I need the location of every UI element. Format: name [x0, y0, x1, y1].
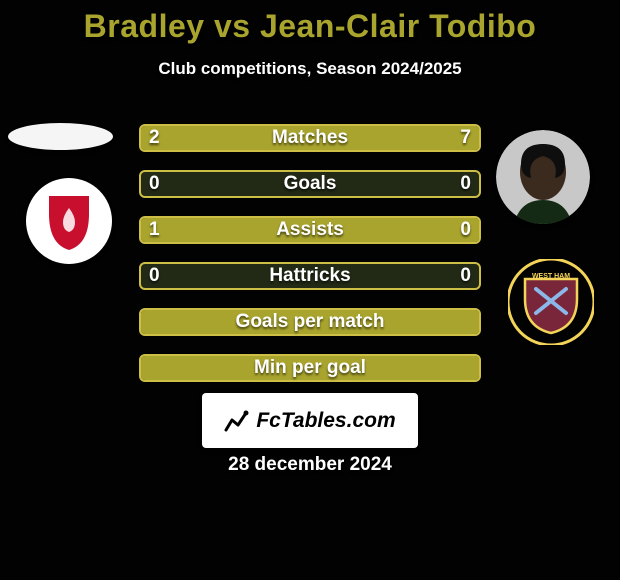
fctables-watermark: FcTables.com — [202, 393, 418, 448]
stat-bar: Assists1 0 — [139, 216, 481, 244]
fctables-label: FcTables.com — [256, 409, 395, 433]
bar-label: Assists — [139, 216, 481, 244]
fctables-logo-icon — [224, 408, 250, 434]
bar-label: Goals per match — [139, 308, 481, 336]
club-crest-right: WEST HAM — [508, 259, 594, 345]
bar-value-left: 2 — [149, 124, 160, 152]
stat-bar: Hattricks0 0 — [139, 262, 481, 290]
player-right-avatar — [496, 130, 590, 224]
bar-label: Goals — [139, 170, 481, 198]
avatar-right-icon — [496, 130, 590, 224]
bar-label: Matches — [139, 124, 481, 152]
infographic-date: 28 december 2024 — [0, 454, 620, 476]
club-crest-left — [26, 178, 112, 264]
stat-bar: Goals per match — [139, 308, 481, 336]
comparison-bars: Matches27Goals00Assists10Hattricks00Goal… — [139, 124, 481, 400]
bar-value-right: 0 — [460, 216, 471, 244]
bar-value-right: 0 — [460, 170, 471, 198]
bar-value-left: 0 — [149, 262, 160, 290]
page-subtitle: Club competitions, Season 2024/2025 — [0, 59, 620, 79]
bar-value-left: 1 — [149, 216, 160, 244]
stat-bar: Matches2 7 — [139, 124, 481, 152]
stat-bar: Goals0 0 — [139, 170, 481, 198]
bar-label: Hattricks — [139, 262, 481, 290]
svg-text:WEST HAM: WEST HAM — [532, 273, 570, 280]
page-title: Bradley vs Jean-Clair Todibo — [0, 0, 620, 45]
bar-value-left: 0 — [149, 170, 160, 198]
westham-crest-icon: WEST HAM — [508, 259, 594, 345]
liverpool-crest-icon — [26, 178, 112, 264]
player-left-avatar — [8, 123, 113, 150]
bar-label: Min per goal — [139, 354, 481, 382]
bar-value-right: 7 — [460, 124, 471, 152]
bar-value-right: 0 — [460, 262, 471, 290]
stat-bar: Min per goal — [139, 354, 481, 382]
